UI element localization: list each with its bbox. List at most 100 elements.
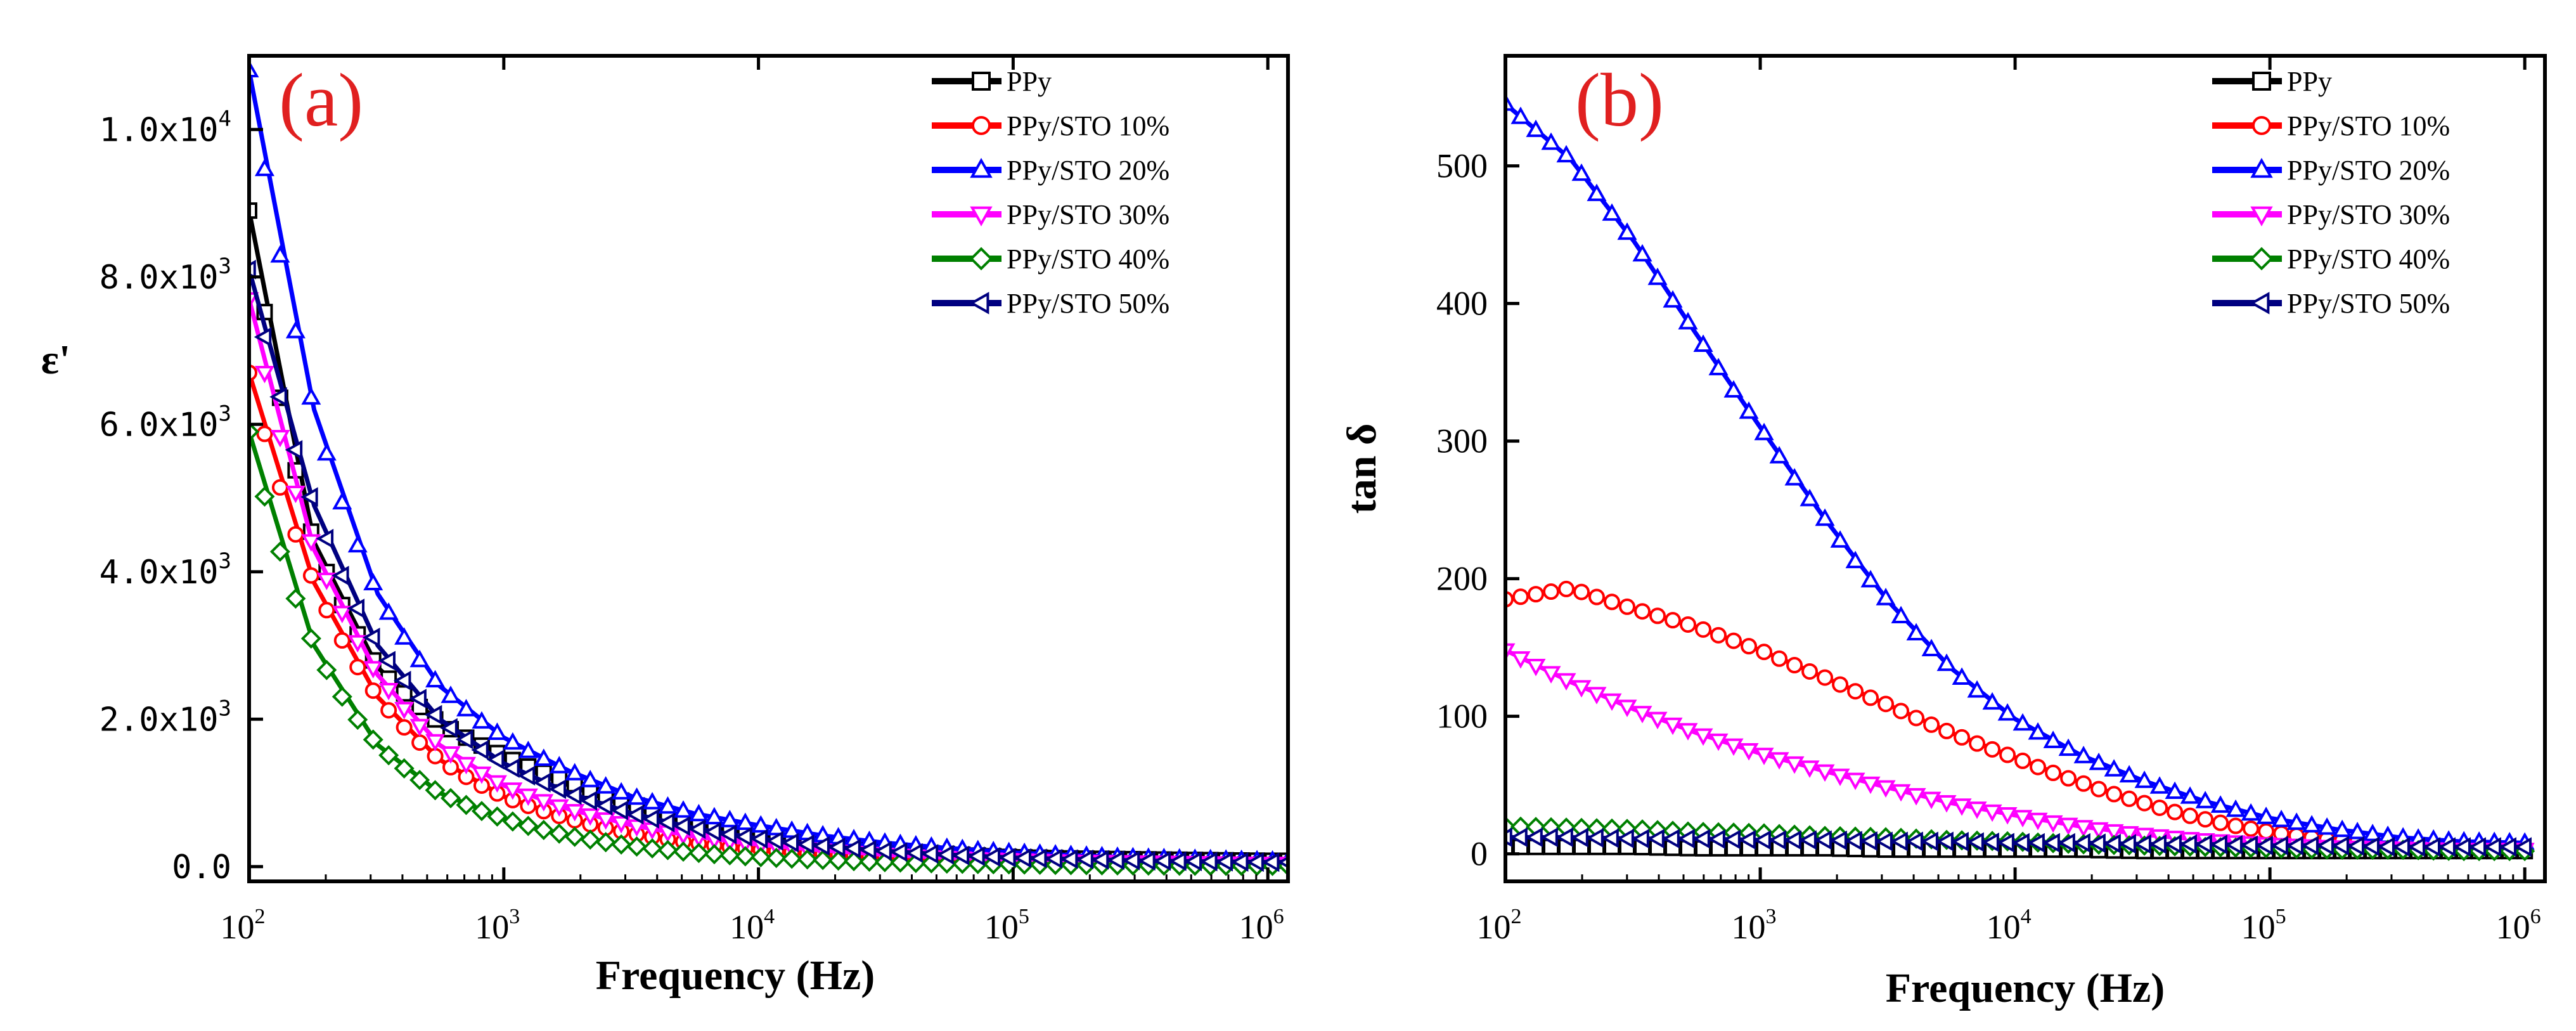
- data-point-b-1-21: [1817, 669, 1834, 686]
- data-point-a-4-39: [844, 851, 865, 872]
- data-point-b-2-50: [2256, 807, 2276, 824]
- data-point-b-1-25: [1877, 696, 1895, 713]
- legend-label-a-1: PPy/STO 10%: [1007, 110, 1169, 141]
- data-point-b-2-11: [1663, 290, 1683, 308]
- data-point-a-1-10: [396, 719, 413, 736]
- x-axis-title-a: Frequency (Hz): [596, 952, 875, 999]
- data-point-a-4-10: [394, 758, 415, 779]
- data-point-a-2-2: [270, 245, 290, 263]
- data-point-a-5-26: [641, 808, 659, 829]
- data-point-a-3-2: [270, 430, 290, 448]
- data-point-a-4-0: [249, 421, 260, 442]
- data-point-b-1-2: [1528, 586, 1545, 603]
- data-point-a-4-31: [719, 845, 740, 866]
- data-point-a-4-38: [828, 850, 849, 871]
- data-point-a-2-1: [254, 159, 274, 176]
- data-point-b-2-40: [2104, 759, 2124, 777]
- data-point-a-2-24: [611, 782, 631, 800]
- data-point-b-1-3: [1543, 583, 1560, 600]
- data-point-a-2-10: [394, 627, 415, 645]
- data-point-a-2-21: [565, 763, 585, 781]
- data-point-a-3-13: [441, 746, 461, 764]
- data-point-a-4-26: [642, 838, 663, 859]
- data-point-b-2-46: [2195, 791, 2215, 808]
- data-point-b-1-49: [2243, 820, 2260, 837]
- data-point-a-4-5: [316, 659, 337, 680]
- data-point-b-2-48: [2225, 799, 2246, 817]
- data-point-a-5-4: [300, 487, 318, 507]
- data-point-a-5-47: [967, 846, 985, 866]
- legend-marker-a-5: [969, 292, 989, 314]
- data-point-b-1-32: [1984, 741, 2001, 758]
- data-point-a-5-29: [688, 819, 706, 840]
- data-point-b-1-33: [1999, 746, 2016, 763]
- data-point-b-2-25: [1876, 588, 1896, 606]
- data-point-a-4-28: [673, 841, 693, 862]
- data-point-a-4-27: [657, 840, 678, 860]
- data-point-b-2-13: [1693, 334, 1713, 352]
- data-point-b-2-47: [2210, 795, 2231, 813]
- data-point-a-4-12: [425, 780, 446, 801]
- data-point-b-3-27: [1906, 788, 1926, 806]
- data-point-b-1-41: [2121, 790, 2138, 807]
- axes-frame-b: [1504, 54, 2547, 883]
- legend-marker-b-3: [2250, 206, 2273, 227]
- data-point-b-2-37: [2058, 738, 2078, 756]
- data-point-b-2-51: [2271, 809, 2291, 827]
- data-point-b-3-14: [1708, 733, 1729, 751]
- data-point-a-4-23: [595, 832, 616, 853]
- data-point-a-5-48: [982, 846, 1001, 867]
- data-point-a-1-6: [333, 632, 351, 649]
- data-point-b-2-44: [2165, 781, 2185, 800]
- data-point-a-1-9: [380, 702, 397, 719]
- data-point-b-2-17: [1754, 422, 1774, 441]
- legend-marker-b-4: [2250, 247, 2274, 271]
- data-point-b-2-41: [2119, 765, 2139, 783]
- data-point-b-1-27: [1908, 710, 1925, 727]
- data-point-b-2-36: [2043, 730, 2063, 748]
- data-point-b-2-45: [2180, 786, 2200, 804]
- panel-label-a: (a): [279, 58, 363, 142]
- data-point-a-5-13: [440, 718, 458, 738]
- data-point-a-4-36: [797, 849, 818, 870]
- data-point-a-2-16: [487, 722, 507, 740]
- y-tick-label-b-5: 500: [1436, 147, 1488, 185]
- data-point-a-3-5: [316, 573, 337, 590]
- series-line-a-3: [249, 298, 1288, 866]
- data-point-a-2-31: [719, 810, 740, 827]
- legend-marker-a-4: [969, 247, 993, 271]
- data-point-a-2-33: [750, 815, 771, 833]
- data-point-b-2-43: [2149, 776, 2170, 794]
- data-point-a-4-17: [502, 811, 523, 832]
- data-point-a-4-34: [766, 848, 787, 869]
- data-point-b-2-16: [1739, 401, 1759, 419]
- data-point-b-3-13: [1693, 728, 1713, 746]
- data-point-a-2-18: [518, 741, 538, 758]
- data-point-a-5-41: [874, 841, 892, 861]
- data-point-a-5-46: [951, 845, 970, 866]
- data-point-a-3-17: [503, 782, 523, 800]
- data-point-b-2-5: [1571, 163, 1592, 181]
- data-point-b-3-41: [2119, 826, 2139, 844]
- data-point-a-5-11: [409, 689, 427, 709]
- data-point-a-2-8: [363, 573, 383, 591]
- data-point-a-3-23: [596, 812, 616, 830]
- data-point-a-5-43: [905, 843, 923, 863]
- data-point-b-1-28: [1923, 716, 1940, 733]
- data-point-a-5-35: [781, 833, 799, 853]
- legend-label-b-1: PPy/STO 10%: [2287, 110, 2450, 141]
- legend-label-a-5: PPy/STO 50%: [1007, 288, 1169, 319]
- chart-panel-a: 102 103 104 105 106 0.0 2.0x103 4.0x103 6.0x103 8…: [41, 54, 1290, 999]
- chart-panel-b: 102 103 104 105 106 0 100 200 300 400 500 Frequency…: [1339, 54, 2547, 1011]
- y-tick-label-b-4: 400: [1436, 285, 1488, 323]
- data-point-a-4-20: [549, 823, 570, 844]
- x-tick-label-b-1: 103: [1732, 905, 1777, 946]
- data-point-b-3-20: [1800, 760, 1820, 778]
- data-point-a-5-27: [657, 812, 675, 833]
- data-point-b-1-15: [1725, 632, 1742, 649]
- data-point-a-3-18: [518, 788, 538, 807]
- data-point-b-2-22: [1830, 530, 1850, 548]
- data-point-a-4-37: [813, 850, 834, 871]
- legend-marker-a-0: [972, 72, 991, 91]
- y-tick-label-a-4: 8.0x103: [100, 254, 231, 297]
